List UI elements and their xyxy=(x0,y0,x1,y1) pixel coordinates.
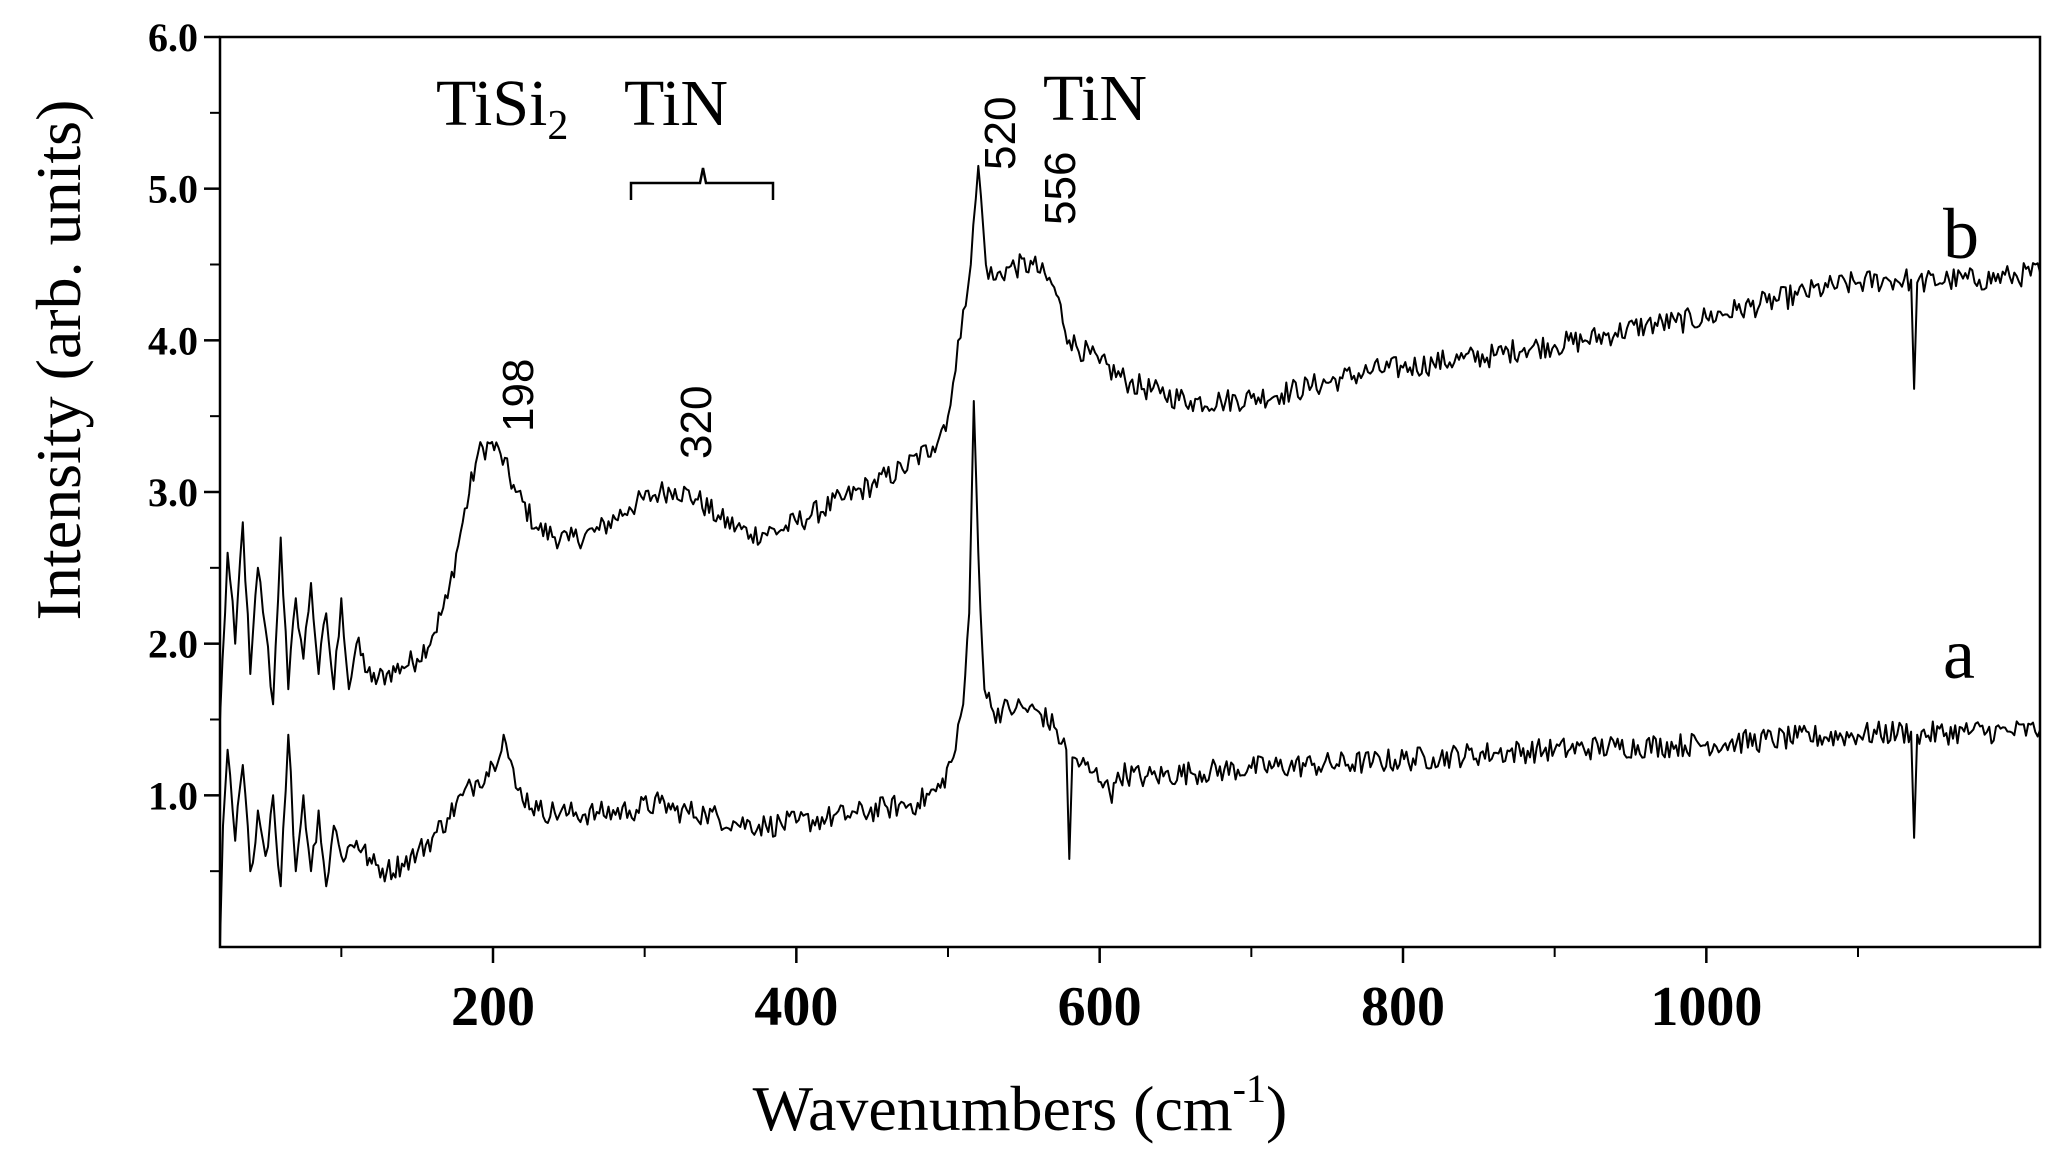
x-axis-ticks: 200 400 600 800 1000 xyxy=(340,947,1859,1038)
annotation-tisi2-subscript: 2 xyxy=(547,103,568,149)
series-layer xyxy=(219,164,2041,945)
x-tick-label: 200 xyxy=(451,976,535,1038)
x-tick-label: 600 xyxy=(1058,976,1142,1038)
x-tick-label: 1000 xyxy=(1650,976,1762,1038)
series-label-b: b xyxy=(1943,194,1979,274)
x-axis-title: Wavenumbers (cm-1) xyxy=(753,1066,1288,1144)
series-label-a: a xyxy=(1943,614,1975,694)
y-axis-ticks: 1.0 2.0 3.0 4.0 5.0 6.0 xyxy=(148,15,220,873)
plot-frame xyxy=(218,35,2042,949)
annotation-tin-right: TiN xyxy=(1043,62,1147,135)
peak-label-520: 520 xyxy=(976,97,1025,170)
y-tick-label: 6.0 xyxy=(148,15,198,60)
x-axis-title-close: ) xyxy=(1266,1073,1287,1144)
peak-label-556: 556 xyxy=(1036,152,1085,225)
y-axis-title: Intensity (arb. units) xyxy=(23,100,94,621)
series-line-a xyxy=(219,400,2041,945)
series-line-b xyxy=(219,164,2041,720)
annotation-tisi2: TiSi2 xyxy=(436,67,568,149)
peak-label-320: 320 xyxy=(672,386,721,459)
tin-bracket xyxy=(629,167,775,200)
x-tick-label: 400 xyxy=(754,976,838,1038)
y-tick-label: 4.0 xyxy=(148,318,198,363)
y-tick-label: 2.0 xyxy=(148,622,198,667)
y-tick-label: 3.0 xyxy=(148,470,198,515)
peak-label-198: 198 xyxy=(494,359,543,432)
y-tick-label: 1.0 xyxy=(148,773,198,818)
x-axis-title-superscript: -1 xyxy=(1233,1066,1266,1111)
x-tick-label: 800 xyxy=(1361,976,1445,1038)
annotation-tin-left: TiN xyxy=(624,67,728,140)
y-tick-label: 5.0 xyxy=(148,167,198,212)
